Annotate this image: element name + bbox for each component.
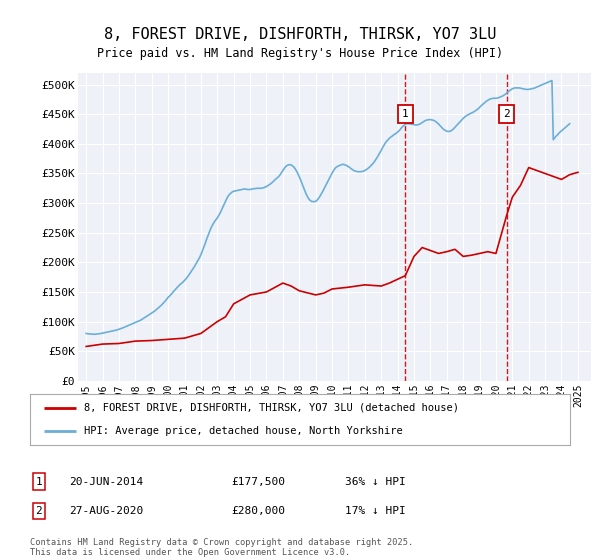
Text: £280,000: £280,000 — [231, 506, 285, 516]
Text: 8, FOREST DRIVE, DISHFORTH, THIRSK, YO7 3LU (detached house): 8, FOREST DRIVE, DISHFORTH, THIRSK, YO7 … — [84, 403, 459, 413]
Text: 36% ↓ HPI: 36% ↓ HPI — [345, 477, 406, 487]
Text: 8, FOREST DRIVE, DISHFORTH, THIRSK, YO7 3LU: 8, FOREST DRIVE, DISHFORTH, THIRSK, YO7 … — [104, 27, 496, 42]
Text: 2: 2 — [503, 109, 510, 119]
Text: Contains HM Land Registry data © Crown copyright and database right 2025.
This d: Contains HM Land Registry data © Crown c… — [30, 538, 413, 557]
Text: 20-JUN-2014: 20-JUN-2014 — [69, 477, 143, 487]
Text: 1: 1 — [402, 109, 409, 119]
Text: 1: 1 — [35, 477, 43, 487]
Text: Price paid vs. HM Land Registry's House Price Index (HPI): Price paid vs. HM Land Registry's House … — [97, 47, 503, 60]
Text: 2: 2 — [35, 506, 43, 516]
Text: HPI: Average price, detached house, North Yorkshire: HPI: Average price, detached house, Nort… — [84, 426, 403, 436]
Text: £177,500: £177,500 — [231, 477, 285, 487]
Text: 27-AUG-2020: 27-AUG-2020 — [69, 506, 143, 516]
Text: 17% ↓ HPI: 17% ↓ HPI — [345, 506, 406, 516]
